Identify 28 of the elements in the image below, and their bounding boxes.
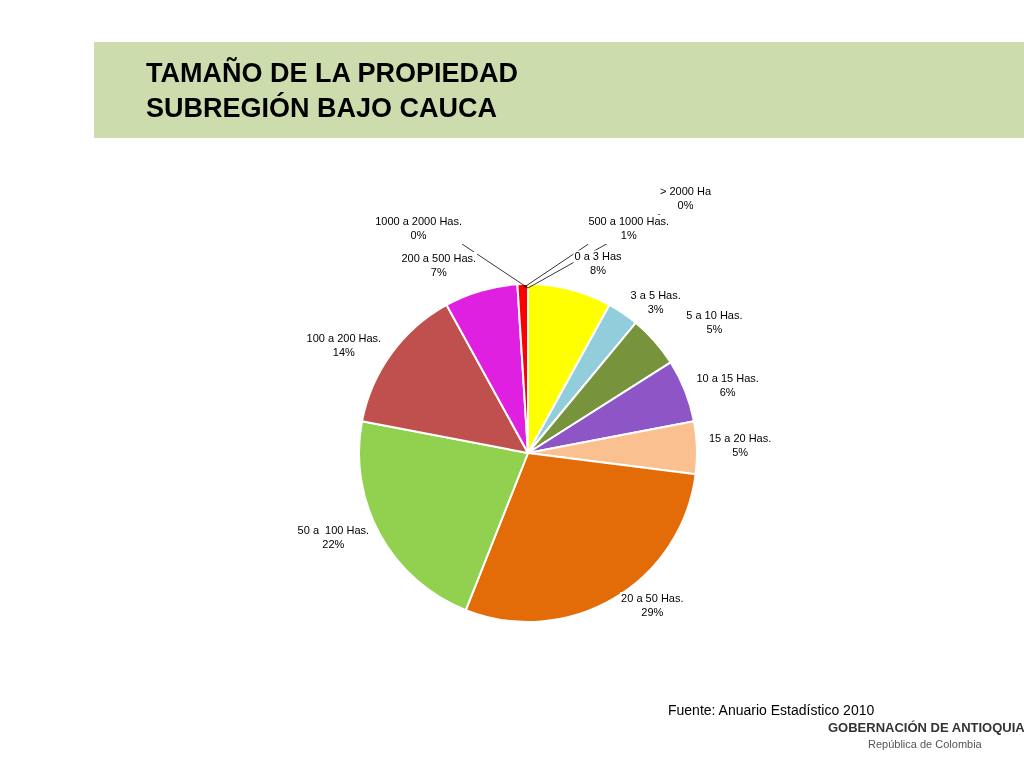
slice-label: 100 a 200 Has. — [306, 332, 382, 345]
category-label: 1000 a 2000 Has. — [375, 214, 463, 227]
slice-label: 20 a 50 Has. — [621, 591, 684, 604]
text: 0% — [410, 228, 427, 241]
slice-label: 500 a 1000 Has. — [588, 214, 670, 227]
slice-label: 0 a 3 Has — [574, 250, 623, 263]
text: 0% — [677, 198, 694, 211]
category-label: > 2000 Ha — [660, 184, 712, 197]
text: GOBERNACIÓN DE ANTIOQUIA — [828, 720, 1024, 735]
data-label: 3% — [647, 303, 664, 316]
data-label: 1% — [620, 228, 637, 241]
data-label: 6% — [719, 385, 736, 398]
slice-label: 50 a 100 Has. — [297, 523, 370, 536]
data-label: 7% — [430, 265, 447, 278]
data-label: 5% — [732, 445, 749, 458]
data-label: 5% — [706, 323, 723, 336]
data-label: 29% — [641, 605, 664, 618]
slice-label: 10 a 15 Has. — [696, 371, 759, 384]
slice-label: 3 a 5 Has. — [630, 289, 681, 302]
data-label: 22% — [322, 537, 345, 550]
chart-title: TAMAÑO DE LA PROPIEDAD SUBREGIÓN BAJO CAUCA — [146, 56, 519, 125]
data-label: 14% — [332, 346, 356, 359]
slice-label: 15 a 20 Has. — [708, 431, 772, 444]
source-note: Fuente: Anuario Estadístico 2010 — [668, 702, 875, 718]
slice-label: 200 a 500 Has. — [401, 251, 477, 264]
slice-label: 5 a 10 Has. — [686, 309, 743, 322]
data-label: 8% — [590, 264, 607, 277]
text: República de Colombia — [868, 738, 982, 750]
